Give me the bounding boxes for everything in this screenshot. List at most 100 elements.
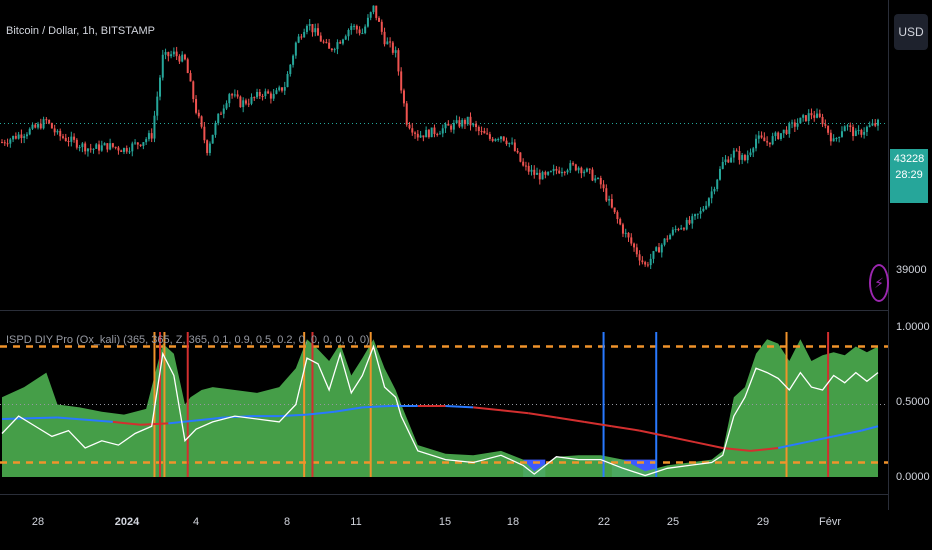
candle-body [178, 56, 181, 62]
last-price: 43228 [893, 153, 925, 165]
trend-line-segment [861, 425, 879, 432]
candle-body [300, 36, 303, 38]
candle-body [782, 129, 785, 134]
lightning-icon[interactable]: ⚡ [869, 264, 889, 302]
candle-body [513, 142, 516, 151]
candle-body [760, 135, 763, 138]
candle-body [439, 133, 441, 135]
indicator-pane[interactable] [0, 312, 888, 492]
candle-body [746, 155, 749, 161]
candle-body [147, 133, 150, 140]
candle-body [766, 141, 769, 143]
candle-body [461, 119, 464, 127]
candle-body [275, 90, 278, 94]
candle-body [389, 41, 392, 43]
candle-body [463, 119, 466, 125]
candle-body [447, 123, 450, 126]
candle-body [37, 123, 40, 128]
candle-body [450, 125, 453, 130]
candle-body [566, 170, 569, 173]
candle-body [527, 165, 530, 172]
candle-body [217, 113, 220, 124]
trend-line-segment [473, 406, 502, 412]
candle-body [732, 150, 735, 158]
candle-body [499, 136, 502, 139]
candle-body [242, 100, 245, 108]
candle-body [208, 143, 211, 153]
candle-body [857, 130, 860, 132]
candle-body [871, 123, 874, 126]
candle-body [150, 133, 153, 139]
pane-separator[interactable] [0, 310, 932, 311]
candle-body [103, 143, 106, 146]
candle-body [743, 155, 746, 161]
candle-body [469, 116, 472, 126]
candle-body [707, 198, 710, 206]
candle-body [644, 262, 647, 265]
candle-body [45, 119, 48, 121]
candle-body [660, 244, 663, 253]
candle-body [48, 119, 51, 124]
candle-body [400, 71, 403, 91]
candle-body [358, 29, 361, 34]
candle-body [849, 125, 852, 127]
indicator-title[interactable]: ISPD DIY Pro (Ox_kali) (365, 365, Z, 365… [6, 334, 370, 346]
candle-body [832, 138, 835, 142]
candle-body [655, 247, 658, 252]
candle-body [145, 139, 148, 143]
candle-body [522, 161, 525, 166]
candle-body [261, 95, 264, 97]
candle-body [3, 142, 6, 144]
candle-body [211, 134, 214, 144]
candle-body [128, 151, 131, 153]
price-pane[interactable] [0, 0, 888, 308]
candle-body [483, 130, 486, 134]
trend-line-segment [833, 429, 862, 438]
candle-body [391, 42, 394, 53]
candle-body [98, 144, 101, 151]
candle-body [311, 24, 314, 33]
candle-body [336, 42, 339, 50]
indicator-chart[interactable] [0, 312, 888, 492]
candle-body [838, 136, 841, 139]
bar-countdown: 28:29 [895, 169, 923, 181]
candle-body [427, 129, 430, 138]
candle-body [768, 142, 771, 145]
candle-body [663, 238, 666, 245]
candle-body [616, 212, 619, 220]
candle-body [835, 138, 838, 140]
candle-body [28, 128, 31, 135]
candle-body [608, 199, 611, 201]
trend-line-segment [639, 429, 668, 438]
candle-body [854, 130, 857, 137]
candle-body [92, 148, 95, 150]
candle-body [577, 167, 580, 171]
candle-body [164, 52, 167, 55]
candle-body [20, 134, 23, 139]
currency-button[interactable]: USD [894, 14, 928, 50]
candle-body [433, 127, 436, 135]
candle-body [31, 124, 34, 129]
candle-body [136, 142, 139, 145]
candle-body [305, 25, 308, 32]
candle-body [597, 177, 600, 179]
trend-line-segment [556, 416, 585, 423]
candle-body [70, 136, 73, 142]
price-axis[interactable] [888, 0, 932, 510]
price-chart[interactable] [0, 0, 888, 308]
candle-body [538, 172, 541, 180]
candle-body [6, 143, 9, 145]
candle-body [239, 96, 242, 108]
candle-body [203, 126, 206, 141]
candle-body [197, 112, 200, 117]
candle-body [682, 228, 685, 230]
candle-body [286, 74, 289, 88]
candle-body [317, 28, 320, 36]
candle-body [599, 177, 602, 185]
candle-body [713, 188, 716, 192]
candle-body [816, 113, 819, 118]
candle-body [511, 142, 514, 144]
candle-body [649, 258, 652, 266]
candle-body [411, 128, 414, 133]
trend-line-segment [694, 441, 723, 449]
